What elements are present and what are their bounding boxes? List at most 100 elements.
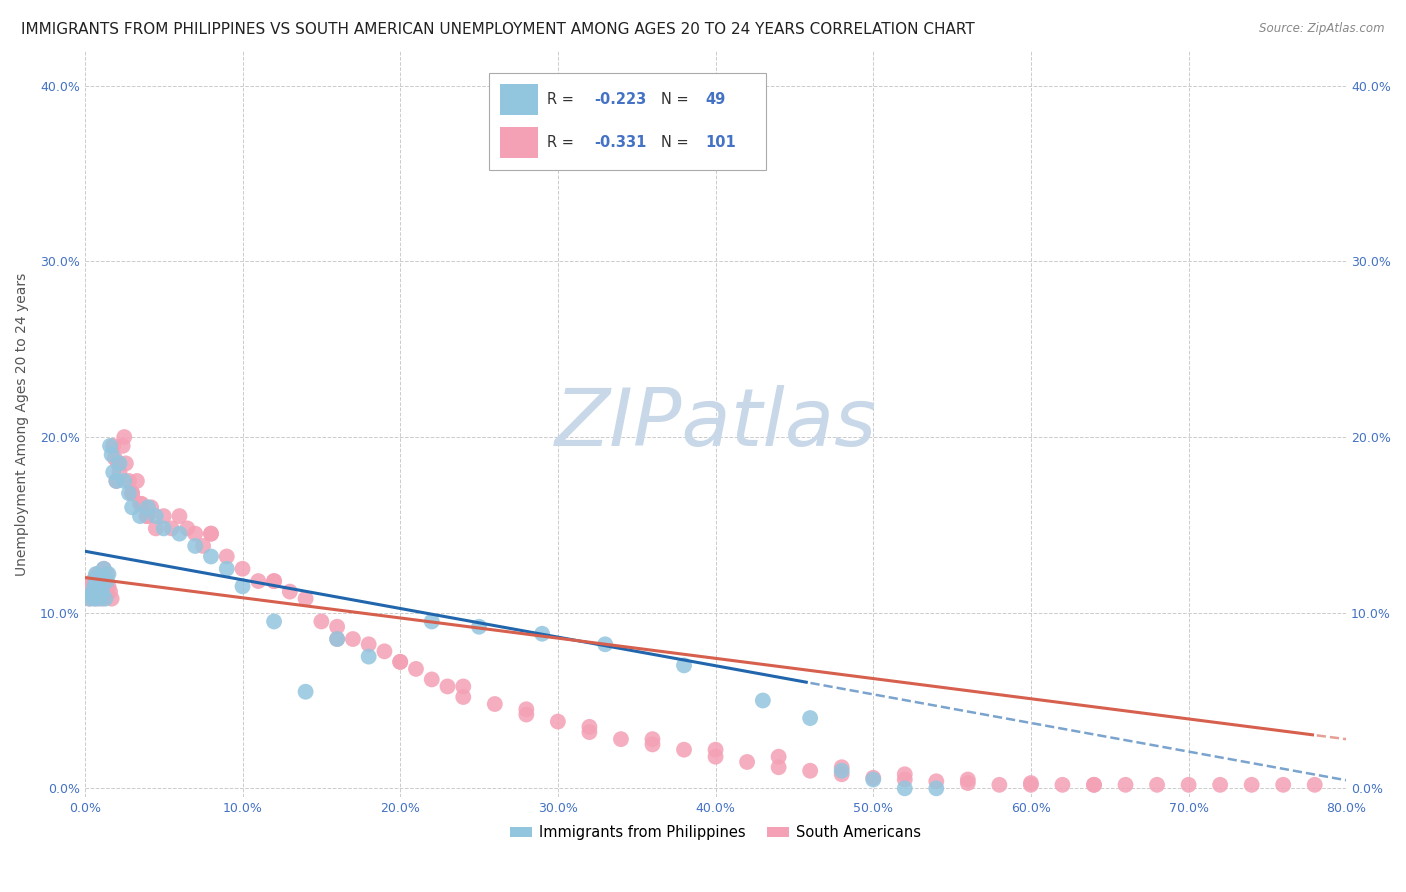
Point xyxy=(357,637,380,651)
Point xyxy=(176,521,198,535)
Point xyxy=(451,680,474,694)
Point xyxy=(515,702,537,716)
Point xyxy=(91,591,114,606)
Point xyxy=(97,567,120,582)
Point xyxy=(121,500,143,515)
Point xyxy=(82,584,104,599)
Point xyxy=(673,742,696,756)
Point xyxy=(1115,778,1137,792)
Point xyxy=(1240,778,1263,792)
Point xyxy=(135,509,157,524)
Point xyxy=(894,767,917,781)
Point xyxy=(84,574,107,588)
Point xyxy=(1019,776,1042,790)
Point xyxy=(704,742,727,756)
Point xyxy=(247,574,270,588)
Legend: Immigrants from Philippines, South Americans: Immigrants from Philippines, South Ameri… xyxy=(503,819,928,846)
Point xyxy=(531,626,554,640)
Point xyxy=(831,760,853,774)
Text: Source: ZipAtlas.com: Source: ZipAtlas.com xyxy=(1260,22,1385,36)
Point xyxy=(105,474,128,488)
Point xyxy=(894,781,917,796)
Point xyxy=(215,549,238,564)
Point xyxy=(768,749,790,764)
Point xyxy=(389,655,412,669)
Point xyxy=(420,673,443,687)
Point xyxy=(115,457,138,471)
Point xyxy=(118,486,141,500)
Point xyxy=(112,474,135,488)
Point xyxy=(80,588,103,602)
Point xyxy=(578,725,600,739)
Point xyxy=(94,591,117,606)
Point xyxy=(136,500,159,515)
Point xyxy=(200,549,222,564)
Point xyxy=(90,579,112,593)
Point xyxy=(610,732,633,747)
Point xyxy=(1083,778,1105,792)
Point xyxy=(129,497,152,511)
Point xyxy=(79,591,101,606)
Point xyxy=(263,574,285,588)
Point xyxy=(90,570,112,584)
Point xyxy=(112,430,135,444)
Point xyxy=(673,658,696,673)
Point xyxy=(121,486,143,500)
Point xyxy=(103,465,125,479)
Point xyxy=(94,574,117,588)
Point xyxy=(799,764,821,778)
Point xyxy=(84,567,107,582)
Point xyxy=(436,680,458,694)
Point xyxy=(160,521,183,535)
Point xyxy=(136,509,159,524)
Point xyxy=(925,781,948,796)
Point xyxy=(152,509,174,524)
Point xyxy=(278,584,301,599)
Point xyxy=(420,615,443,629)
Point xyxy=(80,579,103,593)
Point xyxy=(311,615,333,629)
Point xyxy=(91,584,114,599)
Point xyxy=(90,579,112,593)
Point xyxy=(263,574,285,588)
Point xyxy=(956,772,979,787)
Point xyxy=(108,457,131,471)
Point xyxy=(169,526,191,541)
Point xyxy=(118,474,141,488)
Point xyxy=(145,521,167,535)
Point xyxy=(342,632,364,646)
Point xyxy=(326,632,349,646)
Point xyxy=(98,439,121,453)
Point xyxy=(1272,778,1295,792)
Point xyxy=(87,584,110,599)
Point xyxy=(752,693,775,707)
Point xyxy=(956,776,979,790)
Point xyxy=(93,562,115,576)
Text: ZIPatlas: ZIPatlas xyxy=(554,384,876,463)
Point xyxy=(86,570,108,584)
Point xyxy=(191,539,214,553)
Point xyxy=(768,760,790,774)
Point xyxy=(1209,778,1232,792)
Point xyxy=(894,772,917,787)
Point xyxy=(98,584,121,599)
Point xyxy=(139,500,162,515)
Point xyxy=(94,584,117,599)
Point xyxy=(83,579,105,593)
Point xyxy=(82,574,104,588)
Point xyxy=(111,439,134,453)
Point xyxy=(83,579,105,593)
Point xyxy=(988,778,1011,792)
Point xyxy=(578,720,600,734)
Point xyxy=(86,567,108,582)
Point xyxy=(1019,778,1042,792)
Point xyxy=(96,567,118,582)
Point xyxy=(294,591,316,606)
Point xyxy=(152,521,174,535)
Point xyxy=(484,697,506,711)
Point xyxy=(83,591,105,606)
Point xyxy=(79,591,101,606)
Point xyxy=(862,771,884,785)
Point xyxy=(1177,778,1199,792)
Point xyxy=(200,526,222,541)
